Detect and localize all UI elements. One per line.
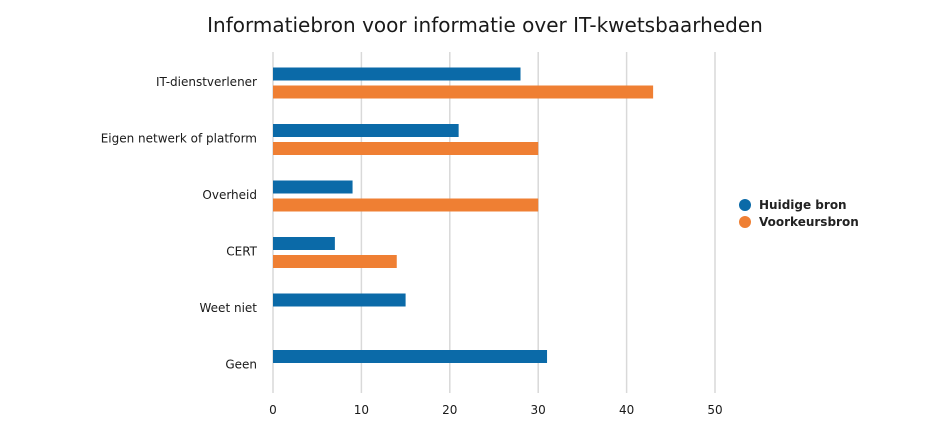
bar-huidige-bron[interactable] xyxy=(273,67,521,81)
x-tick-label: 50 xyxy=(707,403,722,417)
x-tick-label: 30 xyxy=(531,403,546,417)
bar-huidige-bron[interactable] xyxy=(273,180,353,194)
legend-label: Huidige bron xyxy=(759,198,847,212)
bar-voorkeursbron[interactable] xyxy=(273,142,539,155)
category-label: Overheid xyxy=(202,188,257,202)
category-label: CERT xyxy=(226,245,257,259)
legend[interactable]: Huidige bron Voorkeursbron xyxy=(739,198,859,229)
bar-huidige-bron[interactable] xyxy=(273,350,548,363)
legend-marker xyxy=(739,199,751,211)
grid xyxy=(272,52,716,393)
chart-title: Informatiebron voor informatie over IT-k… xyxy=(207,13,763,37)
bar-voorkeursbron[interactable] xyxy=(273,85,654,99)
legend-item-huidige-bron[interactable]: Huidige bron xyxy=(739,198,847,212)
category-labels: IT-dienstverlener Eigen netwerk of platfo… xyxy=(101,75,258,372)
x-tick-label: 0 xyxy=(269,403,277,417)
bar-huidige-bron[interactable] xyxy=(273,237,335,250)
bar-voorkeursbron[interactable] xyxy=(273,255,397,268)
category-label: Geen xyxy=(225,358,257,372)
legend-label: Voorkeursbron xyxy=(759,215,859,229)
bar-huidige-bron[interactable] xyxy=(273,293,406,307)
x-tick-label: 20 xyxy=(442,403,457,417)
legend-item-voorkeursbron[interactable]: Voorkeursbron xyxy=(739,215,859,229)
legend-marker xyxy=(739,216,751,228)
category-label: Weet niet xyxy=(200,301,258,315)
x-tick-label: 10 xyxy=(354,403,369,417)
bar-huidige-bron[interactable] xyxy=(273,124,459,137)
x-tick-label: 40 xyxy=(619,403,634,417)
category-label: IT-dienstverlener xyxy=(156,75,257,89)
x-axis-ticks: 0 10 20 30 40 50 xyxy=(269,403,722,417)
bars xyxy=(273,67,654,363)
bar-voorkeursbron[interactable] xyxy=(273,198,539,212)
category-label: Eigen netwerk of platform xyxy=(101,132,257,146)
